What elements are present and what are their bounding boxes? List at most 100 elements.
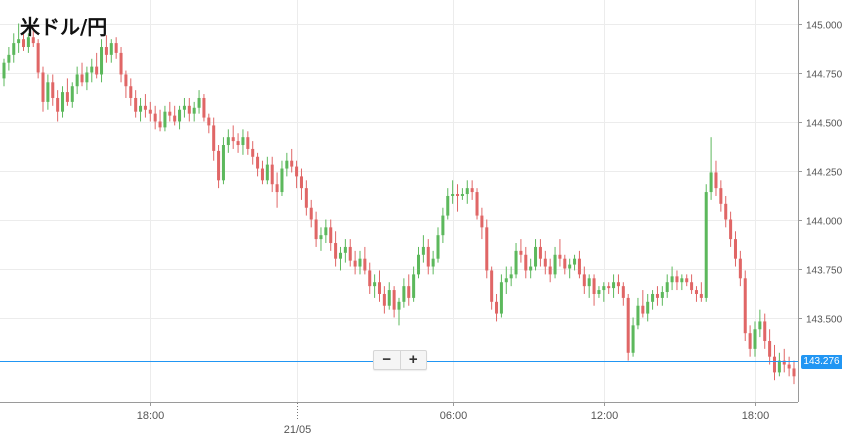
- candle-down: [295, 160, 299, 189]
- candle-up: [197, 90, 201, 114]
- candle-body: [129, 86, 133, 98]
- candle-down: [724, 195, 728, 228]
- candle-down: [124, 70, 128, 98]
- candle-body: [641, 305, 645, 314]
- candle-body: [41, 72, 45, 102]
- candle-down: [56, 90, 60, 122]
- candle-up: [358, 250, 362, 275]
- candle-body: [158, 121, 162, 128]
- candle-down: [470, 180, 474, 200]
- candle-up: [280, 160, 284, 196]
- candle-down: [655, 286, 659, 306]
- candle-down: [480, 207, 484, 240]
- candle-body: [109, 43, 113, 55]
- candle-down: [592, 274, 596, 306]
- candle-body: [226, 137, 230, 146]
- candle-down: [616, 274, 620, 294]
- candle-down: [256, 152, 260, 177]
- candle-up: [226, 129, 230, 153]
- candle-up: [651, 290, 655, 310]
- candle-body: [124, 74, 128, 87]
- y-tick-label: 143.500: [806, 315, 842, 326]
- candle-down: [694, 286, 698, 302]
- candle-up: [241, 129, 245, 155]
- candle-body: [548, 266, 552, 275]
- candle-body: [85, 72, 89, 83]
- candle-up: [573, 254, 577, 271]
- candle-body: [104, 47, 108, 55]
- candle-up: [324, 219, 328, 244]
- candle-down: [392, 286, 396, 318]
- y-tick-label: 144.750: [806, 70, 842, 81]
- candle-body: [368, 270, 372, 287]
- candle-down: [543, 250, 547, 275]
- x-tick-label: 21/05: [284, 424, 312, 436]
- candle-body: [75, 74, 79, 87]
- candle-up: [26, 33, 30, 53]
- candle-up: [529, 258, 533, 279]
- candle-down: [187, 97, 191, 122]
- candle-body: [280, 168, 284, 193]
- candle-up: [465, 180, 469, 204]
- candle-down: [524, 246, 528, 279]
- chart-title: 米ドル/円: [20, 15, 108, 39]
- candle-body: [353, 260, 357, 267]
- candle-body: [460, 194, 464, 196]
- candle-down: [714, 160, 718, 196]
- candle-down: [236, 133, 240, 153]
- candle-body: [699, 293, 703, 298]
- candle-body: [577, 258, 581, 275]
- candle-down: [65, 78, 69, 106]
- candle-up: [441, 207, 445, 244]
- candle-body: [416, 254, 421, 275]
- candle-up: [7, 47, 11, 71]
- candle-body: [139, 105, 143, 112]
- zoom-in-button[interactable]: +: [399, 351, 427, 369]
- candle-up: [12, 33, 16, 63]
- candle-body: [61, 92, 65, 112]
- candle-body: [680, 278, 684, 283]
- candle-up: [75, 66, 79, 95]
- candle-down: [207, 113, 211, 134]
- candle-body: [573, 258, 577, 265]
- candle-up: [446, 188, 450, 220]
- candle-body: [36, 43, 40, 73]
- candle-down: [275, 172, 279, 208]
- candle-body: [134, 97, 138, 112]
- candle-up: [646, 293, 650, 322]
- candle-body: [12, 43, 16, 55]
- candle-down: [158, 109, 162, 132]
- candle-up: [285, 152, 289, 177]
- candle-body: [763, 321, 767, 342]
- candle-body: [597, 290, 601, 294]
- candle-up: [90, 58, 94, 83]
- candle-body: [456, 194, 460, 196]
- candle-up: [421, 235, 425, 263]
- candle-body: [753, 329, 757, 349]
- candle-down: [407, 274, 411, 306]
- candle-body: [524, 254, 528, 271]
- candle-body: [119, 52, 123, 75]
- candle-down: [148, 101, 152, 122]
- candle-body: [768, 341, 772, 357]
- candle-up: [704, 184, 708, 302]
- zoom-out-button[interactable]: −: [382, 351, 392, 368]
- y-tick-label: 144.000: [806, 217, 842, 228]
- candle-body: [509, 274, 513, 279]
- candle-body: [690, 282, 694, 291]
- candle-up: [509, 266, 513, 287]
- candle-down: [348, 239, 352, 267]
- candle-body: [587, 278, 591, 287]
- candle-body: [241, 137, 245, 146]
- candle-down: [763, 313, 767, 349]
- x-tick-label: 18:00: [742, 410, 770, 422]
- candle-up: [343, 239, 347, 263]
- candle-down: [748, 325, 752, 357]
- candle-down: [299, 168, 303, 200]
- candle-body: [631, 325, 635, 353]
- candle-down: [309, 199, 313, 228]
- candle-body: [178, 109, 182, 122]
- candle-body: [748, 333, 752, 349]
- candle-up: [568, 258, 572, 279]
- candle-body: [334, 243, 338, 259]
